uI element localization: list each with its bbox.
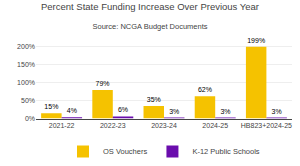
svg-text:35%: 35%: [147, 96, 161, 103]
svg-text:6%: 6%: [118, 106, 128, 113]
svg-text:3%: 3%: [272, 108, 282, 115]
svg-text:79%: 79%: [96, 80, 110, 87]
svg-text:15%: 15%: [44, 103, 58, 110]
svg-text:HB823+2024-25: HB823+2024-25: [241, 122, 292, 129]
svg-text:OS Vouchers: OS Vouchers: [103, 147, 147, 156]
svg-text:2021-22: 2021-22: [49, 122, 75, 129]
svg-text:2022-23: 2022-23: [100, 122, 126, 129]
svg-text:Source: NCGA Budget Documents: Source: NCGA Budget Documents: [92, 22, 207, 31]
svg-text:200%: 200%: [17, 43, 35, 50]
svg-text:Percent State Funding Increase: Percent State Funding Increase Over Prev…: [41, 1, 259, 12]
svg-text:150%: 150%: [17, 61, 35, 68]
svg-text:199%: 199%: [247, 37, 265, 44]
svg-text:3%: 3%: [220, 108, 230, 115]
svg-text:50%: 50%: [21, 97, 35, 104]
svg-text:K-12 Public Schools: K-12 Public Schools: [192, 147, 259, 156]
svg-text:4%: 4%: [67, 107, 77, 114]
svg-text:100%: 100%: [17, 79, 35, 86]
svg-text:2024-25: 2024-25: [202, 122, 228, 129]
svg-text:3%: 3%: [169, 108, 179, 115]
svg-text:62%: 62%: [198, 86, 212, 93]
svg-text:2023-24: 2023-24: [151, 122, 177, 129]
svg-text:0%: 0%: [25, 115, 35, 122]
